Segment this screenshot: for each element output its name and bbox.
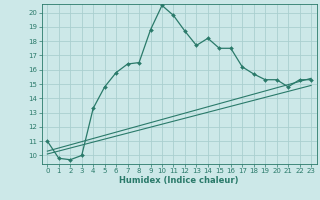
X-axis label: Humidex (Indice chaleur): Humidex (Indice chaleur) [119,176,239,185]
